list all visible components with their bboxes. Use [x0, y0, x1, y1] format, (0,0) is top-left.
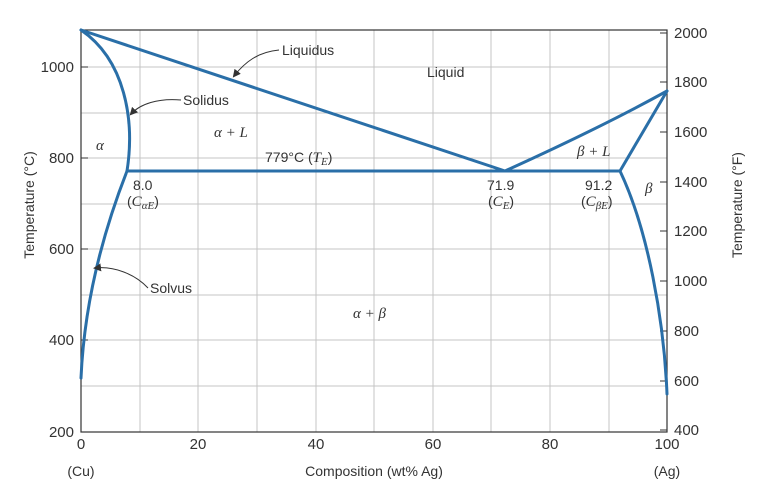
y-right-axis-label: Temperature (°F) [729, 152, 745, 258]
alpha-liquid-region-label: α + L [214, 125, 248, 141]
x-tick-0: 0 [77, 436, 85, 453]
c-beta-e-value: 91.2 [585, 177, 612, 193]
grid [81, 30, 667, 432]
y-left-tick-200: 200 [49, 424, 74, 441]
solvus-right-curve [618, 169, 669, 396]
x-axis-left-end: (Cu) [67, 463, 94, 479]
x-tick-40: 40 [308, 436, 325, 453]
phase-boundaries [79, 28, 669, 396]
x-tick-60: 60 [425, 436, 442, 453]
beta-liquid-region-label: β + L [576, 144, 610, 160]
c-e-value: 71.9 [487, 177, 514, 193]
liquidus-label: Liquidus [282, 42, 334, 58]
y-left-tick-600: 600 [49, 241, 74, 258]
x-tick-80: 80 [542, 436, 559, 453]
alpha-region-label: α [96, 138, 105, 154]
liquidus-left-line [79, 28, 507, 173]
liquidus-right-curve [503, 89, 669, 173]
y-right-tick-1400: 1400 [674, 174, 707, 191]
x-tick-100: 100 [654, 436, 679, 453]
c-alpha-e-symbol: (CαE) [127, 193, 159, 212]
y-right-tick-800: 800 [674, 323, 699, 340]
solidus-curve [79, 28, 131, 173]
liquidus-arrow [232, 49, 280, 78]
y-left-tick-1000: 1000 [41, 59, 74, 76]
y-left-tick-400: 400 [49, 332, 74, 349]
c-alpha-e-value: 8.0 [133, 177, 153, 193]
y-right-tick-1200: 1200 [674, 223, 707, 240]
c-e-symbol: (CE) [488, 193, 514, 212]
solvus-arrow [93, 263, 149, 289]
eutectic-temperature-label: 779°C (TE) [265, 149, 332, 168]
y-right-tick-600: 600 [674, 373, 699, 390]
y-left-axis-label: Temperature (°C) [21, 151, 37, 259]
solidus-arrow [129, 99, 182, 116]
x-axis-label: Composition (wt% Ag) [305, 463, 443, 479]
solvus-label: Solvus [150, 280, 192, 296]
liquid-region-label: Liquid [427, 64, 464, 80]
beta-region-label: β [644, 181, 653, 197]
c-beta-e-symbol: (CβE) [581, 193, 613, 212]
y-right-tick-1600: 1600 [674, 124, 707, 141]
solidus-right-line [618, 89, 669, 173]
x-axis-right-end: (Ag) [654, 463, 680, 479]
solidus-label: Solidus [183, 92, 229, 108]
x-tick-20: 20 [190, 436, 207, 453]
y-right-tick-1000: 1000 [674, 273, 707, 290]
alpha-beta-region-label: α + β [353, 306, 386, 322]
y-left-tick-800: 800 [49, 150, 74, 167]
y-right-tick-1800: 1800 [674, 74, 707, 91]
y-right-tick-2000: 2000 [674, 25, 707, 42]
y-right-tick-400: 400 [674, 422, 699, 439]
solvus-left-curve [79, 169, 129, 380]
